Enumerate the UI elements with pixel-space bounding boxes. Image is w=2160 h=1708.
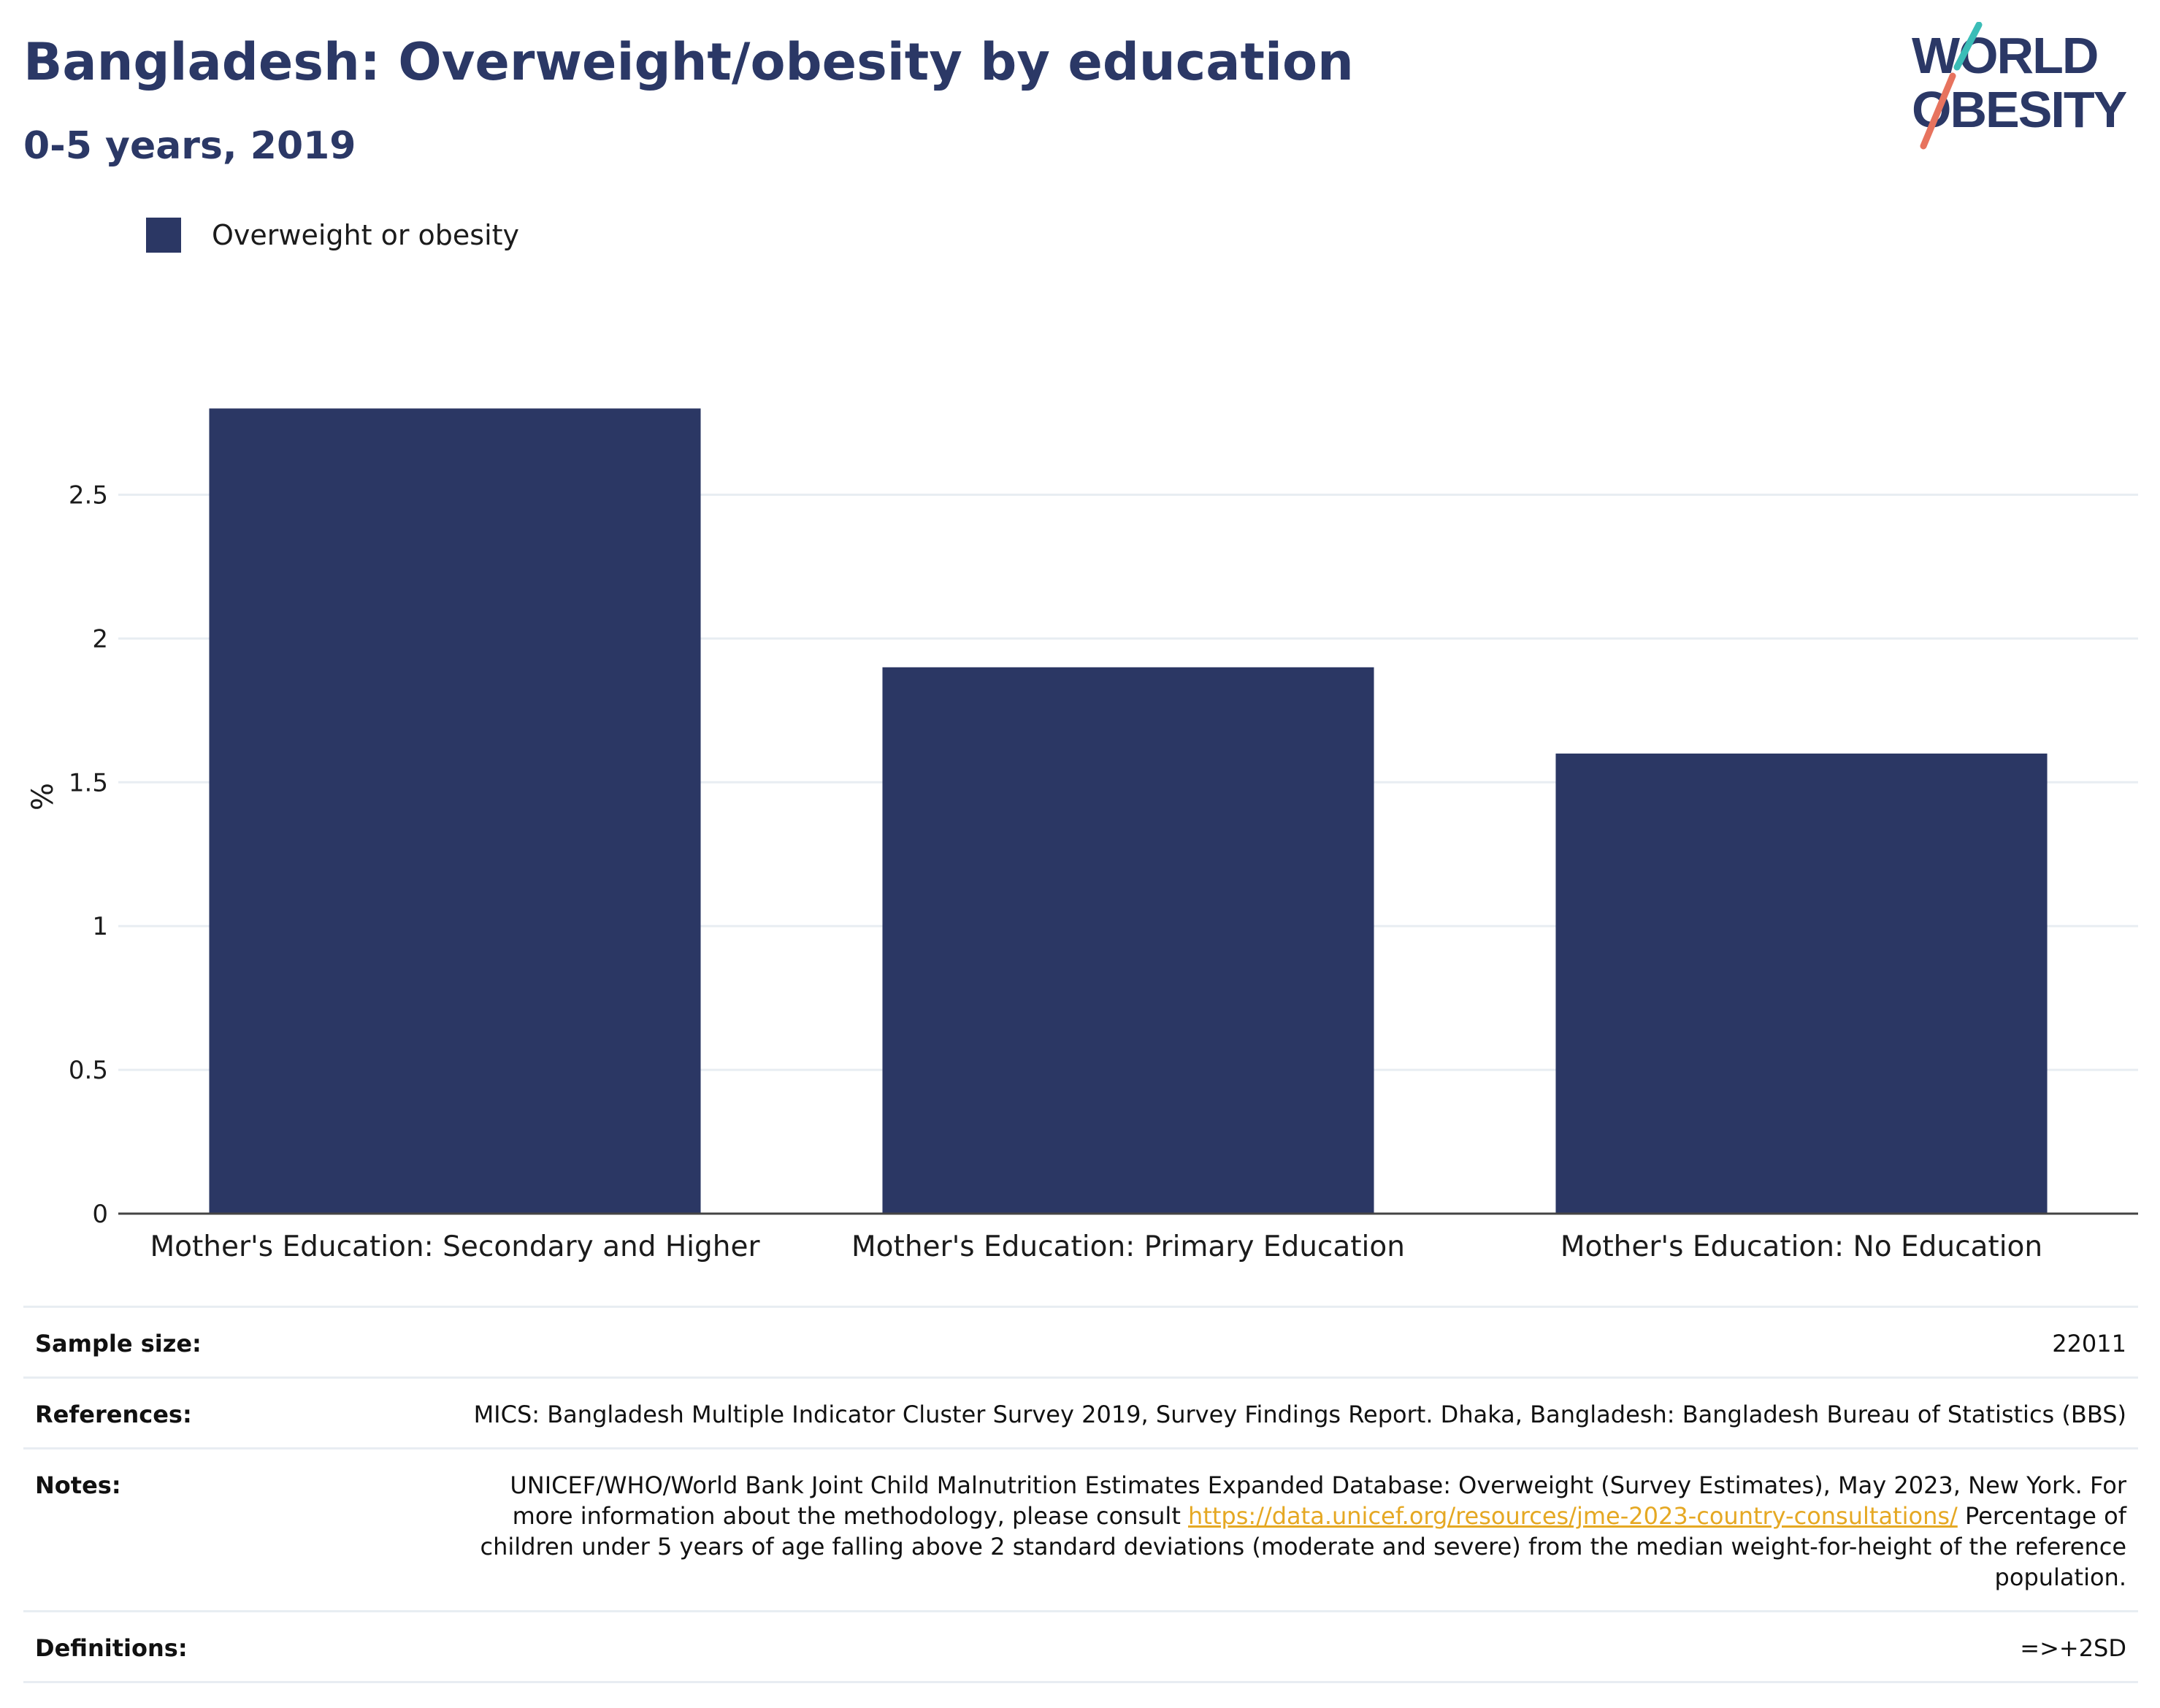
x-tick-label: Mother's Education: Secondary and Higher (150, 1230, 760, 1263)
logo-stroke-teal (1953, 22, 1983, 71)
info-value-sample-size: 22011 (456, 1306, 2138, 1378)
notes-text-after: Percentage of children under 5 years of … (480, 1502, 2126, 1591)
x-tick-label: Mother's Education: No Education (1560, 1230, 2042, 1263)
notes-text-before: UNICEF/WHO/World Bank Joint Child Malnut… (510, 1471, 2126, 1530)
y-tick-label: 0.5 (69, 1056, 108, 1085)
chart-title: Bangladesh: Overweight/obesity by educat… (23, 32, 1354, 92)
world-obesity-logo: WORLD OBESITY (1912, 22, 2129, 150)
info-value-references: MICS: Bangladesh Multiple Indicator Clus… (456, 1376, 2138, 1449)
chart-subtitle: 0-5 years, 2019 (23, 124, 356, 168)
legend-label: Overweight or obesity (212, 219, 520, 251)
bar-chart: 0 0.5 1 1.5 2 2.5 Mother's Education: Secondar… (26, 408, 2138, 1263)
info-value-notes: UNICEF/WHO/World Bank Joint Child Malnut… (456, 1447, 2138, 1612)
info-row-references: References: MICS: Bangladesh Multiple In… (23, 1376, 2138, 1449)
y-tick-label: 1 (92, 912, 108, 941)
chart-legend: Overweight or obesity (146, 218, 519, 253)
legend-swatch (146, 218, 181, 253)
info-row-sample-size: Sample size: 22011 (23, 1306, 2138, 1378)
info-row-definitions: Definitions: =>+2SD (23, 1610, 2138, 1683)
y-tick-label: 0 (92, 1200, 108, 1229)
bar (1555, 753, 2048, 1214)
info-value-definitions: =>+2SD (456, 1610, 2138, 1683)
info-table: Sample size: 22011 References: MICS: Ban… (23, 1306, 2138, 1683)
info-label-references: References: (23, 1376, 456, 1449)
info-label-sample-size: Sample size: (23, 1306, 456, 1378)
logo-stroke-coral (1920, 72, 1956, 150)
bar (882, 667, 1374, 1214)
logo-text-world: WORLD (1912, 27, 2097, 84)
y-tick-label: 1.5 (69, 768, 108, 797)
y-tick-label: 2 (92, 624, 108, 654)
notes-link[interactable]: https://data.unicef.org/resources/jme-20… (1188, 1502, 1958, 1530)
y-axis-label: % (26, 783, 60, 811)
y-tick-label: 2.5 (69, 481, 108, 510)
info-label-notes: Notes: (23, 1447, 456, 1612)
info-label-definitions: Definitions: (23, 1610, 456, 1683)
x-tick-label: Mother's Education: Primary Education (851, 1230, 1405, 1263)
info-row-notes: Notes: UNICEF/WHO/World Bank Joint Child… (23, 1447, 2138, 1612)
bar (209, 408, 701, 1214)
